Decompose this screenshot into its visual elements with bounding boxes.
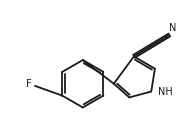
Text: NH: NH <box>158 86 173 97</box>
Text: F: F <box>26 79 32 89</box>
Text: N: N <box>169 23 177 33</box>
